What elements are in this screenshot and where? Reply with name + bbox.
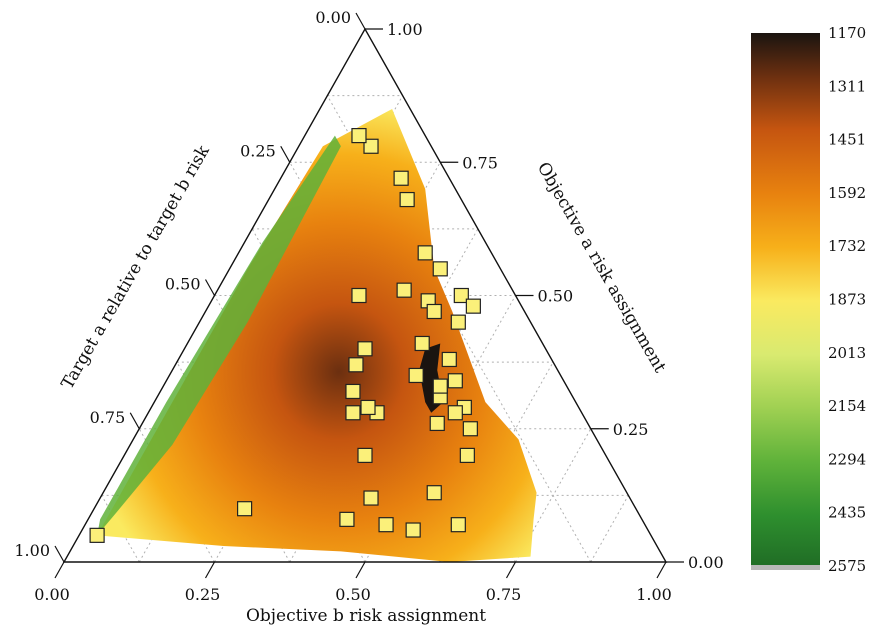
data-point (426, 485, 442, 501)
data-point (462, 421, 478, 437)
data-point (399, 191, 415, 208)
bottom-tick-label: 0.75 (486, 585, 522, 604)
colorbar-tick-label: 1451 (828, 131, 866, 149)
left-tick (355, 12, 366, 30)
bottom-tick-label: 0.00 (34, 585, 70, 604)
colorbar-gradient (751, 33, 820, 569)
colorbar-tick-label: 2013 (828, 344, 866, 362)
data-point (345, 405, 361, 421)
left-tick (129, 412, 140, 430)
left-tick (280, 145, 291, 163)
grid-line (590, 495, 629, 563)
data-point (450, 517, 466, 533)
data-point (414, 335, 430, 352)
colorbar-tick-label: 1170 (828, 24, 866, 42)
data-point (357, 447, 373, 463)
colorbar-tick-label: 2575 (828, 557, 866, 575)
colorbar-end-cap (751, 565, 820, 570)
left-axis-title: Target a relative to target b risk (58, 142, 215, 393)
data-point (453, 287, 469, 304)
data-point (348, 357, 364, 373)
bottom-tick (505, 561, 517, 579)
data-point (363, 138, 379, 154)
data-point (339, 511, 355, 527)
colorbar-tick-label: 2294 (828, 450, 866, 468)
data-point (459, 447, 475, 463)
left-tick-label: 0.50 (165, 275, 201, 294)
right-tick-label: 0.00 (688, 553, 724, 572)
data-point (441, 351, 457, 368)
left-tick-label: 0.00 (315, 8, 351, 27)
right-axis-title: Objective a risk assignment (533, 159, 670, 376)
bottom-axis-title: Objective b risk assignment (246, 606, 486, 626)
left-tick (204, 279, 216, 296)
data-point (432, 378, 448, 394)
colorbar-tick-label: 1873 (828, 291, 866, 309)
data-point (429, 415, 445, 432)
data-point (378, 517, 394, 533)
data-point (447, 405, 463, 421)
colorbar-ticks: 1170 1311 1451 1592 1732 1873 2013 2154 2294 2435… (828, 24, 866, 575)
bottom-tick-label: 0.50 (335, 585, 371, 604)
left-tick-label: 1.00 (14, 541, 50, 560)
data-point (363, 490, 379, 506)
data-point (447, 373, 463, 389)
data-point (351, 128, 367, 144)
left-tick-label: 0.25 (240, 141, 276, 160)
bottom-tick (54, 561, 65, 579)
colorbar-tick-label: 1592 (828, 184, 866, 202)
contour-fill (97, 108, 537, 562)
data-point (237, 501, 253, 517)
contour-band-low (97, 135, 341, 536)
data-point (417, 245, 433, 261)
colorbar (751, 33, 820, 570)
bottom-tick (656, 561, 667, 579)
data-point (357, 341, 373, 357)
right-tick-label: 0.25 (613, 420, 649, 439)
bottom-tick (204, 561, 216, 579)
data-point (465, 298, 481, 314)
ternary-ticks: 0.00 0.00 0.00 0.25 0.25 0.25 0.50 0.50 0.50 0.75… (14, 8, 723, 604)
right-tick-label: 0.75 (462, 153, 498, 172)
data-point (345, 383, 361, 400)
colorbar-tick-label: 2435 (828, 504, 866, 522)
data-points (89, 128, 481, 543)
contour-region (97, 108, 537, 562)
data-point (432, 261, 448, 277)
data-point (396, 282, 412, 298)
colorbar-tick-label: 1311 (828, 77, 866, 95)
bottom-tick (355, 561, 366, 579)
data-point (351, 287, 367, 304)
data-point (360, 399, 376, 416)
data-point (405, 522, 421, 538)
data-point (89, 527, 105, 543)
bottom-tick-label: 1.00 (636, 585, 672, 604)
left-tick (54, 545, 65, 563)
data-point (426, 303, 442, 320)
right-tick-label: 1.00 (387, 20, 423, 39)
colorbar-tick-label: 2154 (828, 397, 866, 415)
left-tick-label: 0.75 (90, 408, 126, 427)
data-point (450, 314, 466, 330)
bottom-tick-label: 0.25 (185, 585, 221, 604)
data-point (393, 170, 409, 186)
grid-line (439, 361, 554, 563)
data-point (408, 367, 424, 384)
colorbar-tick-label: 1732 (828, 237, 866, 255)
right-tick-label: 0.50 (538, 287, 574, 306)
